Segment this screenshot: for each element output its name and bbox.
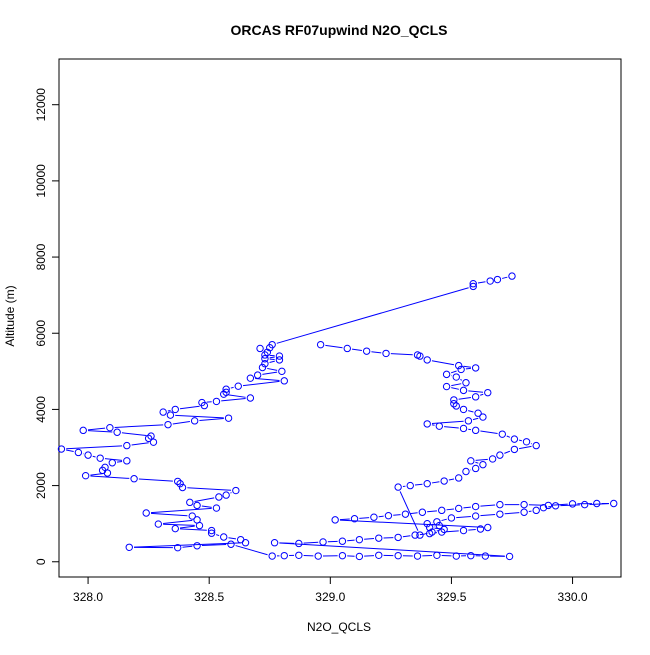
series-segment (468, 529, 475, 530)
x-axis-label: N2O_QCLS (307, 620, 371, 634)
x-tick-label: 329.5 (436, 590, 466, 604)
series-segment (168, 410, 171, 411)
chart-title: ORCAS RF07upwind N2O_QCLS (230, 22, 447, 38)
series-segment (347, 540, 354, 541)
series-segment (117, 461, 122, 462)
x-tick-label: 328.5 (194, 590, 224, 604)
y-tick-label: 0 (34, 558, 48, 565)
series-segment (519, 440, 522, 441)
x-tick-label: 329.0 (315, 590, 345, 604)
x-tick-label: 330.0 (558, 590, 588, 604)
y-tick-label: 4000 (34, 396, 48, 423)
series-segment (420, 534, 425, 535)
series-segment (393, 515, 400, 516)
series-segment (432, 425, 435, 426)
series-segment (93, 456, 96, 457)
series-segment (340, 519, 350, 520)
y-tick-label: 10000 (34, 164, 48, 198)
y-tick-label: 2000 (34, 472, 48, 499)
series-segment (466, 368, 471, 369)
series-segment (231, 387, 234, 388)
y-tick-label: 12000 (34, 88, 48, 122)
series-segment (379, 516, 384, 517)
y-axis-label: Altitude (m) (3, 285, 17, 346)
y-tick-label: 8000 (34, 243, 48, 270)
series-segment (364, 556, 374, 557)
y-tick-label: 6000 (34, 320, 48, 347)
x-tick-label: 328.0 (73, 590, 103, 604)
